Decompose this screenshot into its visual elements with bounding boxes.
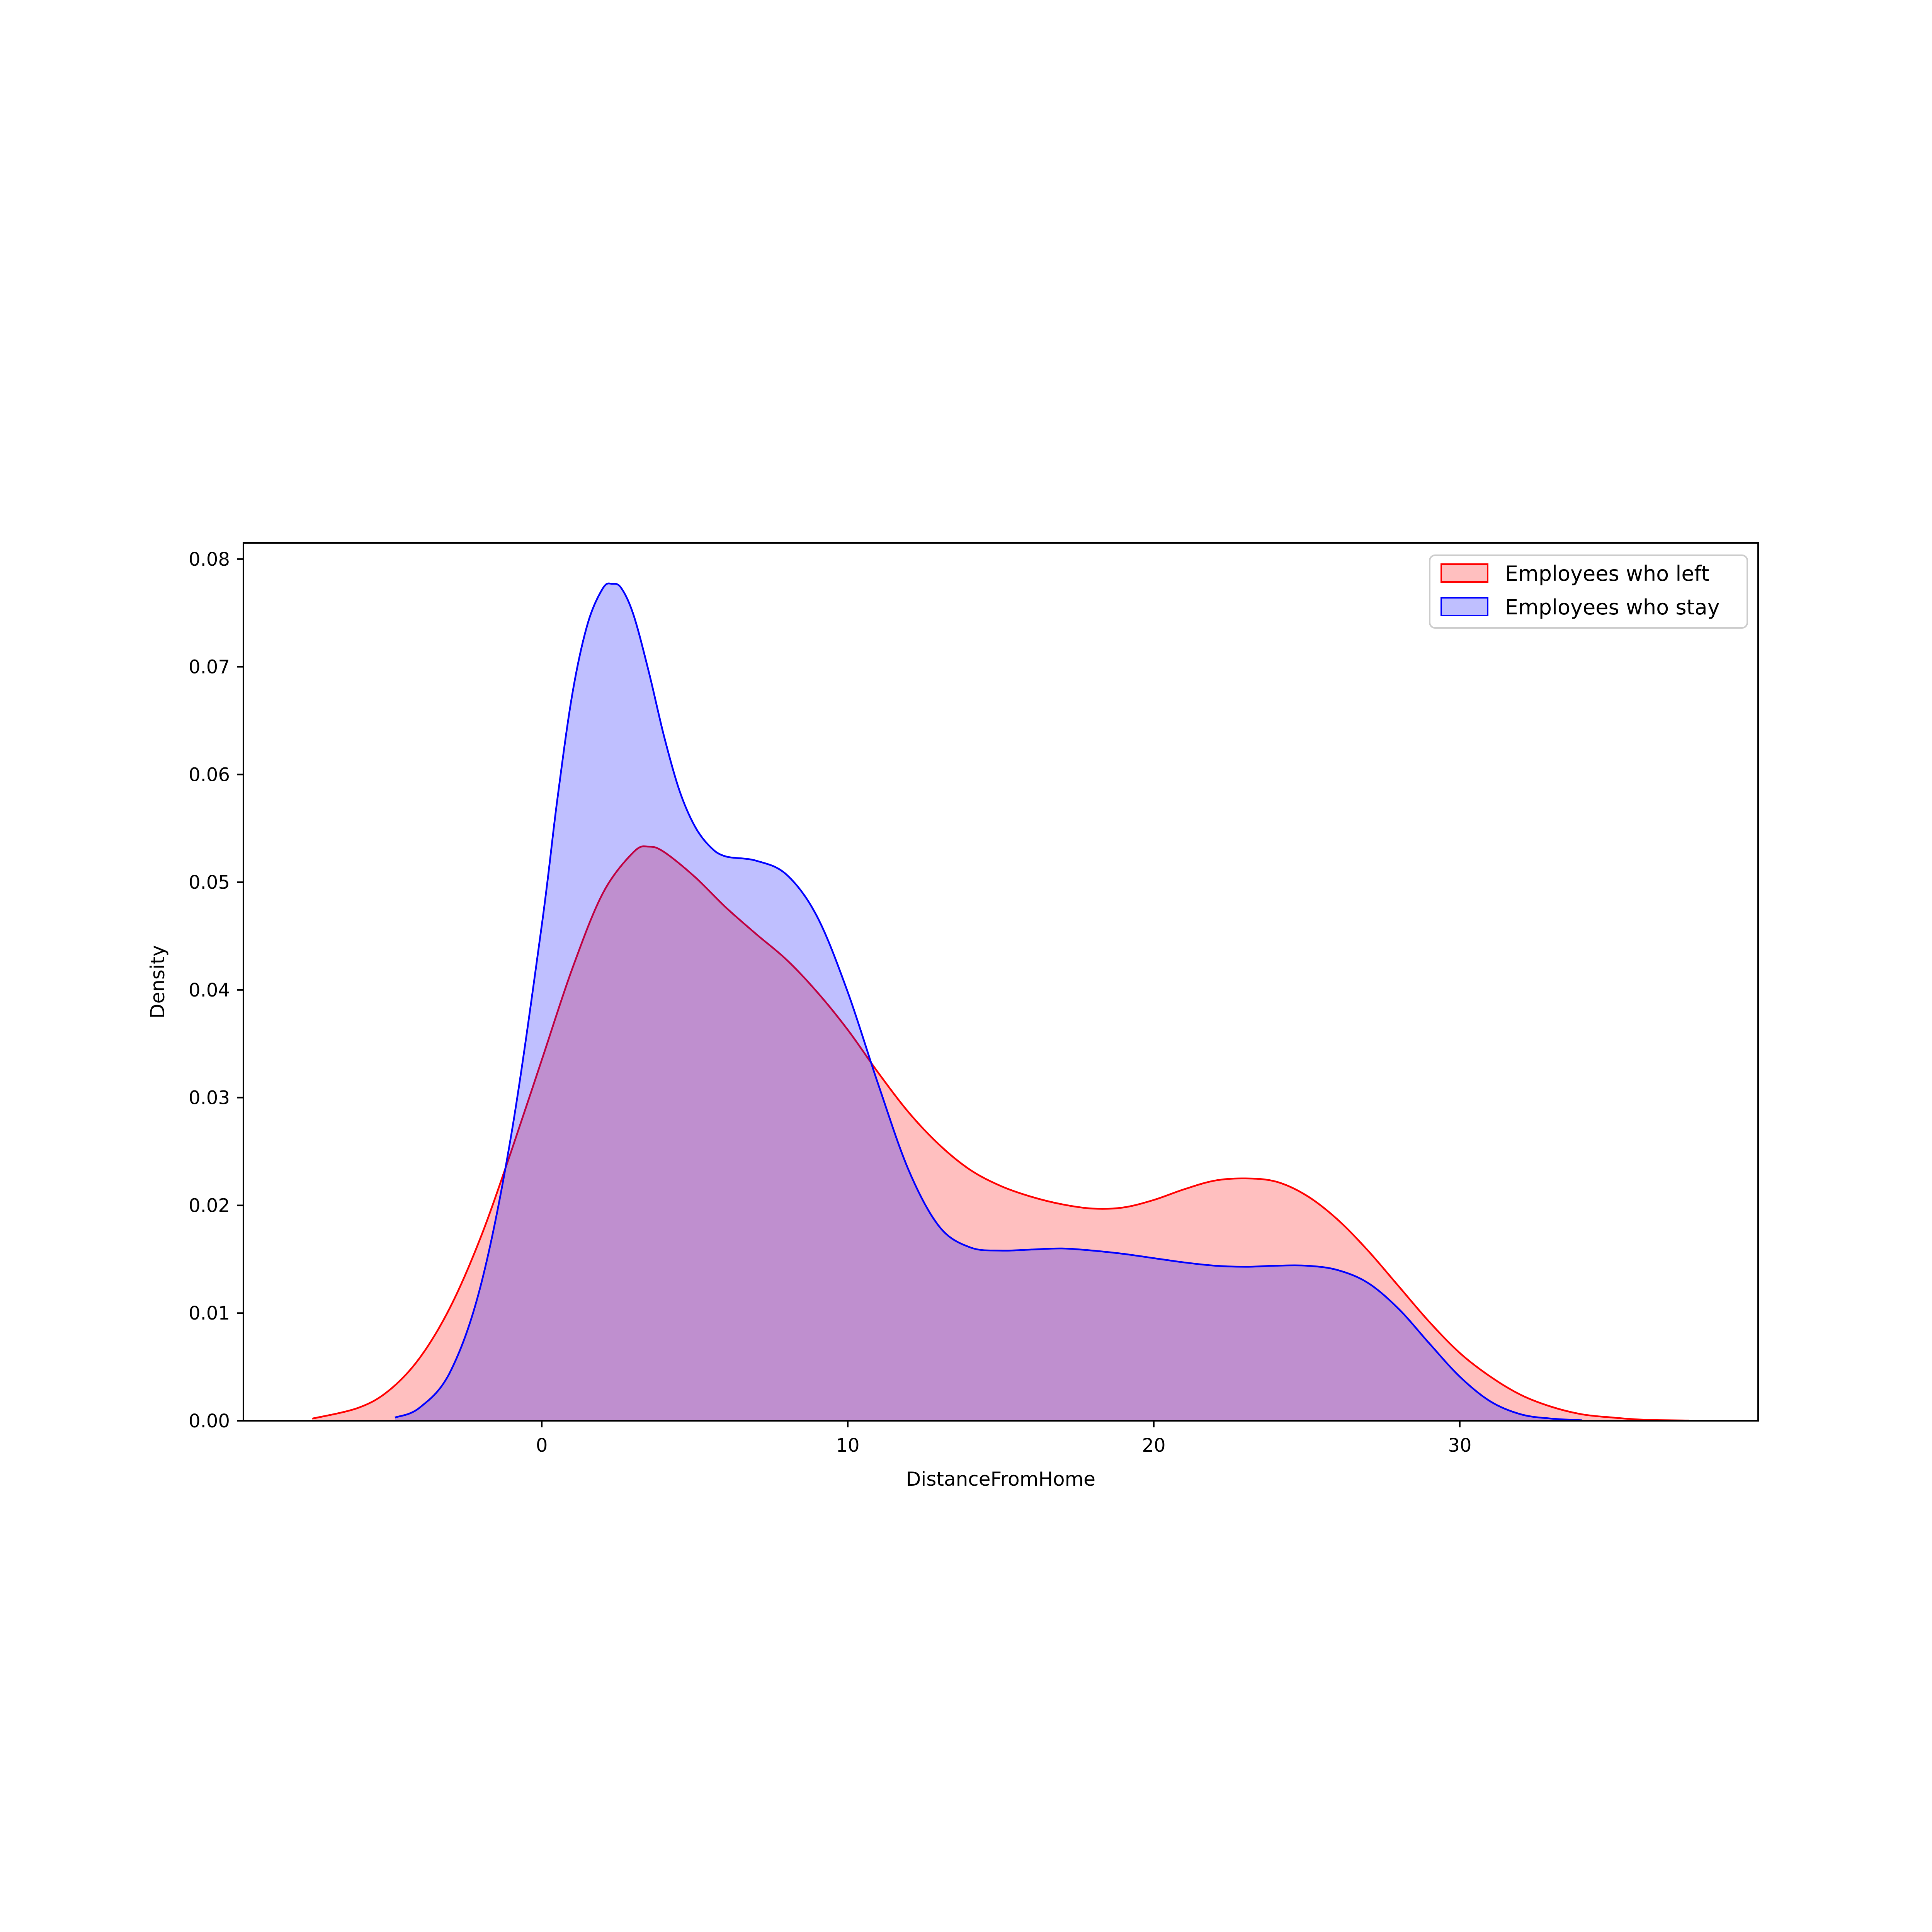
y-tick-label: 0.08 [189,549,230,570]
series-area-0 [312,846,1689,1421]
y-tick-label: 0.02 [189,1195,230,1216]
y-tick-label: 0.06 [189,764,230,786]
y-tick-label: 0.04 [189,980,230,1001]
legend-box [1429,554,1748,629]
legend-label-left: Employees who left [1505,561,1709,586]
series-line-1 [395,582,1582,1421]
x-axis-ticks: 0 10 20 30 [536,1421,1471,1456]
y-tick-label: 0.00 [189,1410,230,1432]
y-tick-label: 0.07 [189,656,230,678]
x-tick-label: 10 [836,1435,860,1456]
series-area-1 [395,583,1582,1421]
legend-swatch-left [1440,563,1488,583]
legend-swatch-stay [1440,597,1488,616]
series-line-0 [312,845,1689,1422]
y-tick-label: 0.03 [189,1087,230,1109]
y-tick-label: 0.01 [189,1303,230,1324]
x-tick-label: 0 [536,1435,548,1456]
x-tick-label: 20 [1142,1435,1165,1456]
y-axis-ticks: 0.00 0.01 0.02 0.03 0.04 0.05 0.06 0.07 0.08 [189,549,243,1432]
y-axis-label: Density [146,945,169,1019]
y-tick-label: 0.05 [189,872,230,893]
x-tick-label: 30 [1448,1435,1471,1456]
legend-label-stay: Employees who stay [1505,595,1720,619]
x-axis-label: DistanceFromHome [906,1468,1095,1490]
legend: Employees who left Employees who stay [1429,554,1748,629]
axes-frame [243,542,1759,1422]
series-areas [312,582,1689,1422]
